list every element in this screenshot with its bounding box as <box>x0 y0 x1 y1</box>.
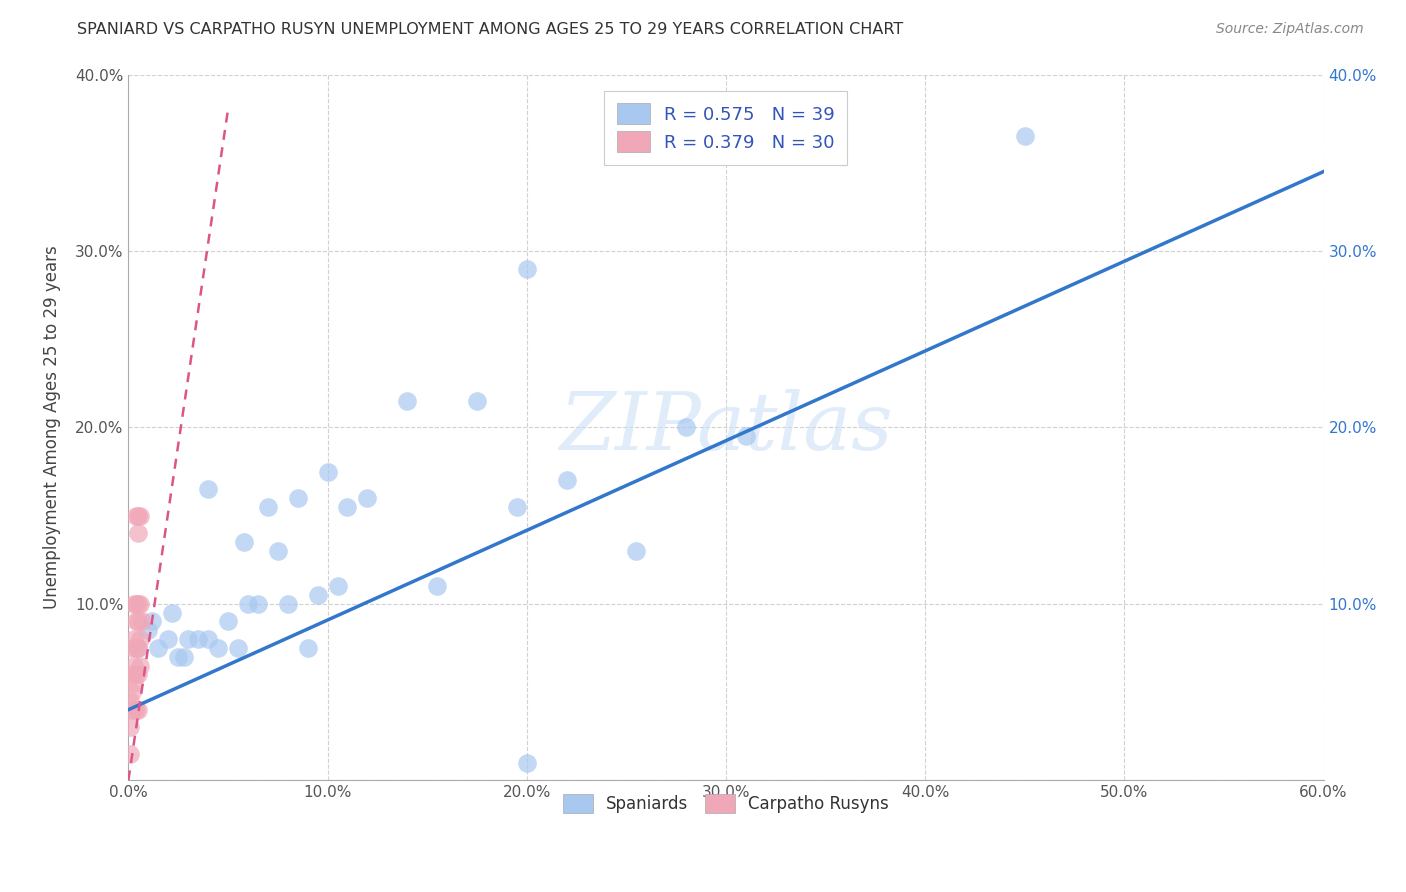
Point <box>141 615 163 629</box>
Point <box>326 579 349 593</box>
Point <box>246 597 269 611</box>
Point <box>207 640 229 655</box>
Point <box>226 640 249 655</box>
Point <box>125 597 148 611</box>
Point <box>125 640 148 655</box>
Point <box>187 632 209 647</box>
Point <box>675 420 697 434</box>
Point <box>124 676 146 690</box>
Point <box>256 500 278 514</box>
Text: ZIPatlas: ZIPatlas <box>560 389 893 467</box>
Point <box>127 640 149 655</box>
Point <box>129 658 152 673</box>
Point <box>124 658 146 673</box>
Point <box>125 703 148 717</box>
Point <box>127 526 149 541</box>
Point <box>626 544 648 558</box>
Point <box>120 747 142 761</box>
Point <box>121 640 143 655</box>
Point <box>465 393 488 408</box>
Point <box>125 615 148 629</box>
Point <box>267 544 290 558</box>
Point <box>297 640 319 655</box>
Point <box>157 632 180 647</box>
Text: Source: ZipAtlas.com: Source: ZipAtlas.com <box>1216 22 1364 37</box>
Point <box>735 429 758 443</box>
Y-axis label: Unemployment Among Ages 25 to 29 years: Unemployment Among Ages 25 to 29 years <box>44 245 60 609</box>
Point <box>125 508 148 523</box>
Point <box>121 703 143 717</box>
Point <box>555 474 578 488</box>
Point <box>125 667 148 681</box>
Point <box>124 597 146 611</box>
Point <box>127 640 149 655</box>
Point <box>316 465 339 479</box>
Point <box>127 597 149 611</box>
Point <box>1014 129 1036 144</box>
Point <box>173 649 195 664</box>
Point <box>232 535 254 549</box>
Point <box>277 597 299 611</box>
Point <box>136 624 159 638</box>
Point <box>121 685 143 699</box>
Point <box>127 508 149 523</box>
Point <box>131 615 153 629</box>
Point <box>177 632 200 647</box>
Point <box>516 756 538 770</box>
Point <box>217 615 239 629</box>
Point <box>197 482 219 496</box>
Point <box>426 579 449 593</box>
Point <box>506 500 529 514</box>
Point <box>167 649 190 664</box>
Point <box>516 261 538 276</box>
Point <box>120 720 142 734</box>
Point <box>120 694 142 708</box>
Point <box>148 640 170 655</box>
Point <box>197 632 219 647</box>
Point <box>124 632 146 647</box>
Point <box>336 500 359 514</box>
Text: SPANIARD VS CARPATHO RUSYN UNEMPLOYMENT AMONG AGES 25 TO 29 YEARS CORRELATION CH: SPANIARD VS CARPATHO RUSYN UNEMPLOYMENT … <box>77 22 904 37</box>
Point <box>236 597 259 611</box>
Point <box>129 632 152 647</box>
Point <box>127 703 149 717</box>
Point <box>307 588 329 602</box>
Point <box>129 597 152 611</box>
Point <box>356 491 378 505</box>
Point <box>124 703 146 717</box>
Point <box>121 667 143 681</box>
Point <box>127 615 149 629</box>
Point <box>127 667 149 681</box>
Point <box>287 491 309 505</box>
Point <box>160 606 183 620</box>
Legend: Spaniards, Carpatho Rusyns: Spaniards, Carpatho Rusyns <box>551 782 901 825</box>
Point <box>396 393 419 408</box>
Point <box>129 508 152 523</box>
